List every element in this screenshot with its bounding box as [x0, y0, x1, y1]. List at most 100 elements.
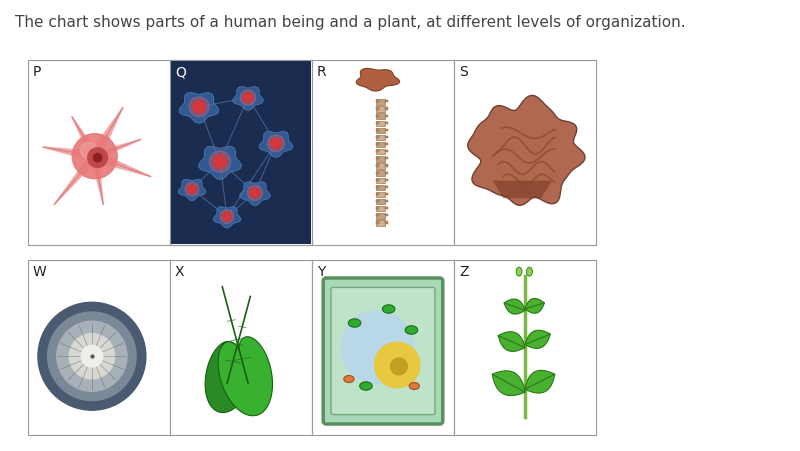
Bar	[375, 192, 385, 197]
Bar	[375, 135, 385, 140]
Bar	[375, 214, 379, 216]
Circle shape	[57, 321, 127, 391]
Polygon shape	[468, 96, 585, 205]
Bar	[375, 157, 379, 159]
Text: W: W	[33, 265, 46, 279]
Bar	[312, 60, 454, 245]
Polygon shape	[94, 139, 142, 160]
Bar	[375, 171, 379, 174]
Polygon shape	[71, 116, 99, 159]
FancyBboxPatch shape	[331, 287, 435, 414]
Bar	[375, 221, 379, 224]
FancyBboxPatch shape	[323, 278, 443, 424]
Circle shape	[81, 345, 102, 367]
Bar	[385, 193, 389, 195]
Ellipse shape	[382, 305, 395, 313]
Bar	[375, 129, 379, 131]
Bar	[312, 260, 454, 435]
Bar	[170, 260, 312, 435]
Ellipse shape	[516, 267, 522, 276]
Bar	[375, 128, 385, 133]
Bar	[375, 163, 385, 169]
Polygon shape	[525, 370, 554, 393]
Polygon shape	[525, 299, 544, 313]
Circle shape	[88, 148, 107, 167]
Bar	[375, 100, 379, 102]
Bar	[375, 114, 385, 119]
Bar	[375, 99, 385, 105]
Circle shape	[81, 142, 98, 159]
Bar	[385, 171, 389, 174]
Bar	[385, 221, 389, 224]
Bar	[385, 179, 389, 181]
Polygon shape	[525, 330, 550, 348]
Bar	[385, 129, 389, 131]
Circle shape	[38, 302, 146, 410]
Bar	[375, 179, 379, 181]
Polygon shape	[179, 92, 219, 124]
Bar	[375, 150, 379, 152]
Circle shape	[210, 151, 230, 172]
Polygon shape	[240, 182, 270, 206]
Bar	[385, 136, 389, 138]
Bar	[385, 107, 389, 110]
Polygon shape	[214, 207, 241, 228]
Bar	[385, 143, 389, 145]
Circle shape	[240, 90, 256, 105]
Ellipse shape	[405, 326, 418, 334]
Bar	[375, 106, 385, 112]
Text: Y: Y	[317, 265, 326, 279]
Bar	[375, 142, 385, 147]
Circle shape	[185, 182, 199, 196]
Text: R: R	[317, 65, 326, 79]
Text: P: P	[33, 65, 42, 79]
Polygon shape	[178, 179, 206, 201]
Ellipse shape	[526, 267, 533, 276]
Polygon shape	[356, 69, 399, 91]
Bar	[375, 178, 385, 183]
Ellipse shape	[348, 319, 361, 327]
Text: Q: Q	[175, 65, 186, 79]
Bar	[375, 143, 379, 145]
Bar	[375, 115, 379, 117]
Circle shape	[94, 153, 102, 162]
Bar	[385, 100, 389, 102]
Polygon shape	[504, 299, 525, 314]
Circle shape	[390, 358, 407, 375]
Ellipse shape	[409, 382, 419, 390]
Bar	[385, 150, 389, 152]
Bar	[454, 260, 596, 435]
Text: X: X	[175, 265, 185, 279]
Bar	[375, 220, 385, 226]
Circle shape	[243, 93, 253, 102]
Bar	[170, 60, 312, 245]
Circle shape	[341, 311, 414, 384]
Polygon shape	[90, 107, 123, 159]
Circle shape	[267, 135, 285, 152]
Circle shape	[247, 185, 262, 200]
Bar	[375, 165, 379, 166]
Bar	[375, 199, 385, 204]
Bar	[171, 61, 311, 244]
Bar	[375, 120, 385, 126]
Bar	[375, 207, 379, 209]
Polygon shape	[218, 337, 273, 416]
Circle shape	[72, 133, 118, 179]
Bar	[385, 186, 389, 188]
Polygon shape	[259, 131, 293, 157]
Bar	[375, 136, 379, 138]
Bar	[375, 185, 385, 190]
Bar	[375, 156, 385, 161]
Bar	[375, 170, 385, 176]
Circle shape	[187, 185, 197, 193]
Text: The chart shows parts of a human being and a plant, at different levels of organ: The chart shows parts of a human being a…	[15, 14, 686, 29]
Circle shape	[189, 97, 209, 117]
Polygon shape	[492, 371, 525, 396]
Bar	[375, 200, 379, 202]
Circle shape	[270, 138, 282, 149]
Bar	[454, 60, 596, 245]
Circle shape	[48, 312, 136, 400]
Polygon shape	[493, 180, 552, 198]
Polygon shape	[42, 147, 96, 162]
Bar	[385, 157, 389, 159]
